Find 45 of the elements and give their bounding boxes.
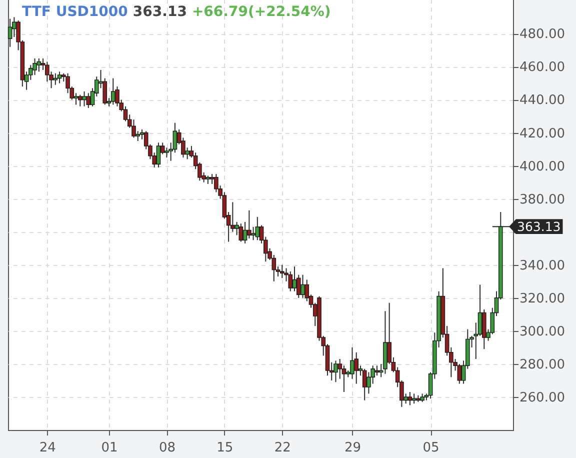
y-tick-label: 320.00 (520, 291, 565, 306)
candlestick (280, 264, 284, 279)
x-tick-label: 08 (158, 440, 176, 456)
candlestick (110, 78, 116, 106)
candlestick (288, 270, 293, 292)
y-tick-label: 260.00 (520, 390, 565, 406)
candlestick (8, 18, 12, 48)
candlestick (57, 71, 62, 84)
annotation: 363.13 (132, 4, 187, 20)
chart-title: TTF USD1000 (22, 4, 128, 20)
x-tick-label: 22 (274, 440, 291, 456)
y-tick-label: 400.00 (520, 159, 565, 174)
candlestick (362, 368, 367, 401)
x-tick-label: 05 (422, 440, 440, 456)
y-tick-label: 340.00 (520, 258, 565, 274)
ref-line-label: 363.13 (509, 219, 563, 234)
candlestick (86, 92, 91, 108)
candlestick (374, 365, 380, 376)
candlestick (300, 274, 305, 298)
x-tick-label: 29 (344, 440, 361, 456)
annotation: +66.79(+22.54%) (192, 4, 331, 20)
x-tick-label: 01 (101, 440, 118, 456)
candlestick (251, 226, 256, 241)
candlestick (238, 223, 244, 242)
candlestick (156, 142, 161, 168)
candlestick (334, 360, 338, 383)
candlestick (292, 266, 297, 292)
candlestick (354, 352, 358, 384)
x-tick-label: 24 (39, 440, 56, 456)
candlestick (78, 94, 82, 107)
x-tick-label: 15 (216, 440, 234, 456)
candlestick (36, 58, 42, 72)
y-tick-label: 420.00 (520, 126, 565, 142)
candlestick (247, 210, 252, 239)
candlestick (457, 363, 462, 384)
y-tick-label: 440.00 (520, 93, 565, 108)
y-tick-label: 480.00 (520, 27, 565, 42)
y-tick-label: 460.00 (520, 60, 565, 76)
candlestick (53, 72, 58, 86)
y-tick-label: 280.00 (520, 357, 565, 372)
candlestick (408, 392, 412, 406)
y-tick-label: 300.00 (520, 324, 565, 340)
y-tick-label: 380.00 (520, 192, 565, 208)
candlestick (255, 216, 260, 241)
candlestick (82, 90, 86, 107)
